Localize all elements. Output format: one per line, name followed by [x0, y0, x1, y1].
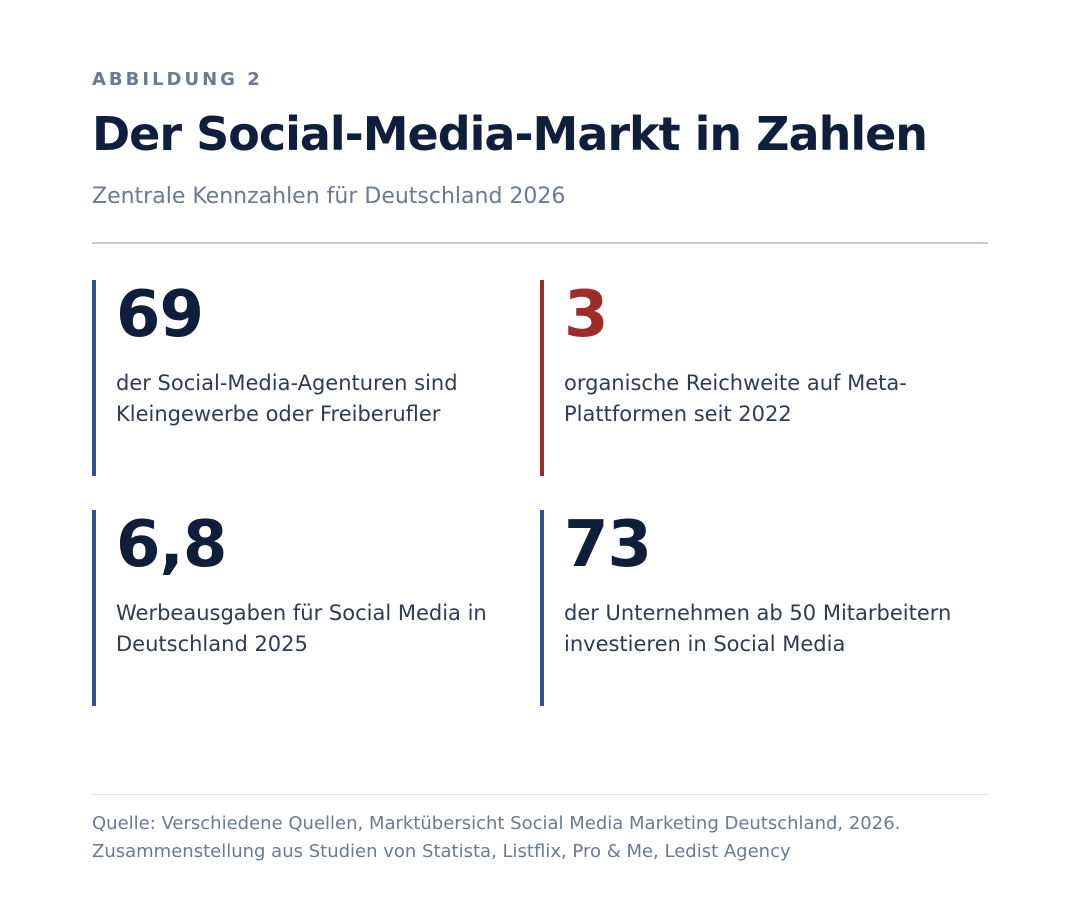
stat-value: 6,8 — [116, 508, 227, 582]
footer-divider — [92, 794, 988, 795]
header-divider — [92, 242, 988, 244]
stat-description: Werbeausgaben für Social Media in Deutsc… — [116, 601, 487, 656]
source-note: Quelle: Verschiedene Quellen, Marktübers… — [92, 813, 901, 862]
page-subtitle: Zentrale Kennzahlen für Deutschland 2026 — [92, 184, 566, 209]
stat-card: 6,8 Werbeausgaben für Social Media in De… — [92, 510, 532, 706]
stat-card: 73 der Unternehmen ab 50 Mitarbeitern in… — [540, 510, 980, 706]
figure: ABBILDUNG 2 Der Social-Media-Markt in Za… — [92, 68, 988, 706]
stat-description: der Social-Media-Agenturen sind Kleingew… — [116, 371, 458, 426]
page-title: Der Social-Media-Markt in Zahlen — [92, 107, 928, 161]
stat-description: organische Reichweite auf Meta-Plattform… — [564, 371, 907, 426]
stat-card: 3 organische Reichweite auf Meta-Plattfo… — [540, 280, 980, 476]
figure-label: ABBILDUNG 2 — [92, 69, 263, 90]
stat-card: 69 der Social-Media-Agenturen sind Klein… — [92, 280, 532, 476]
stat-value: 3 — [564, 278, 609, 352]
stat-description: der Unternehmen ab 50 Mitarbeitern inves… — [564, 601, 952, 656]
stat-value: 73 — [564, 508, 652, 582]
stat-value: 69 — [116, 278, 204, 352]
